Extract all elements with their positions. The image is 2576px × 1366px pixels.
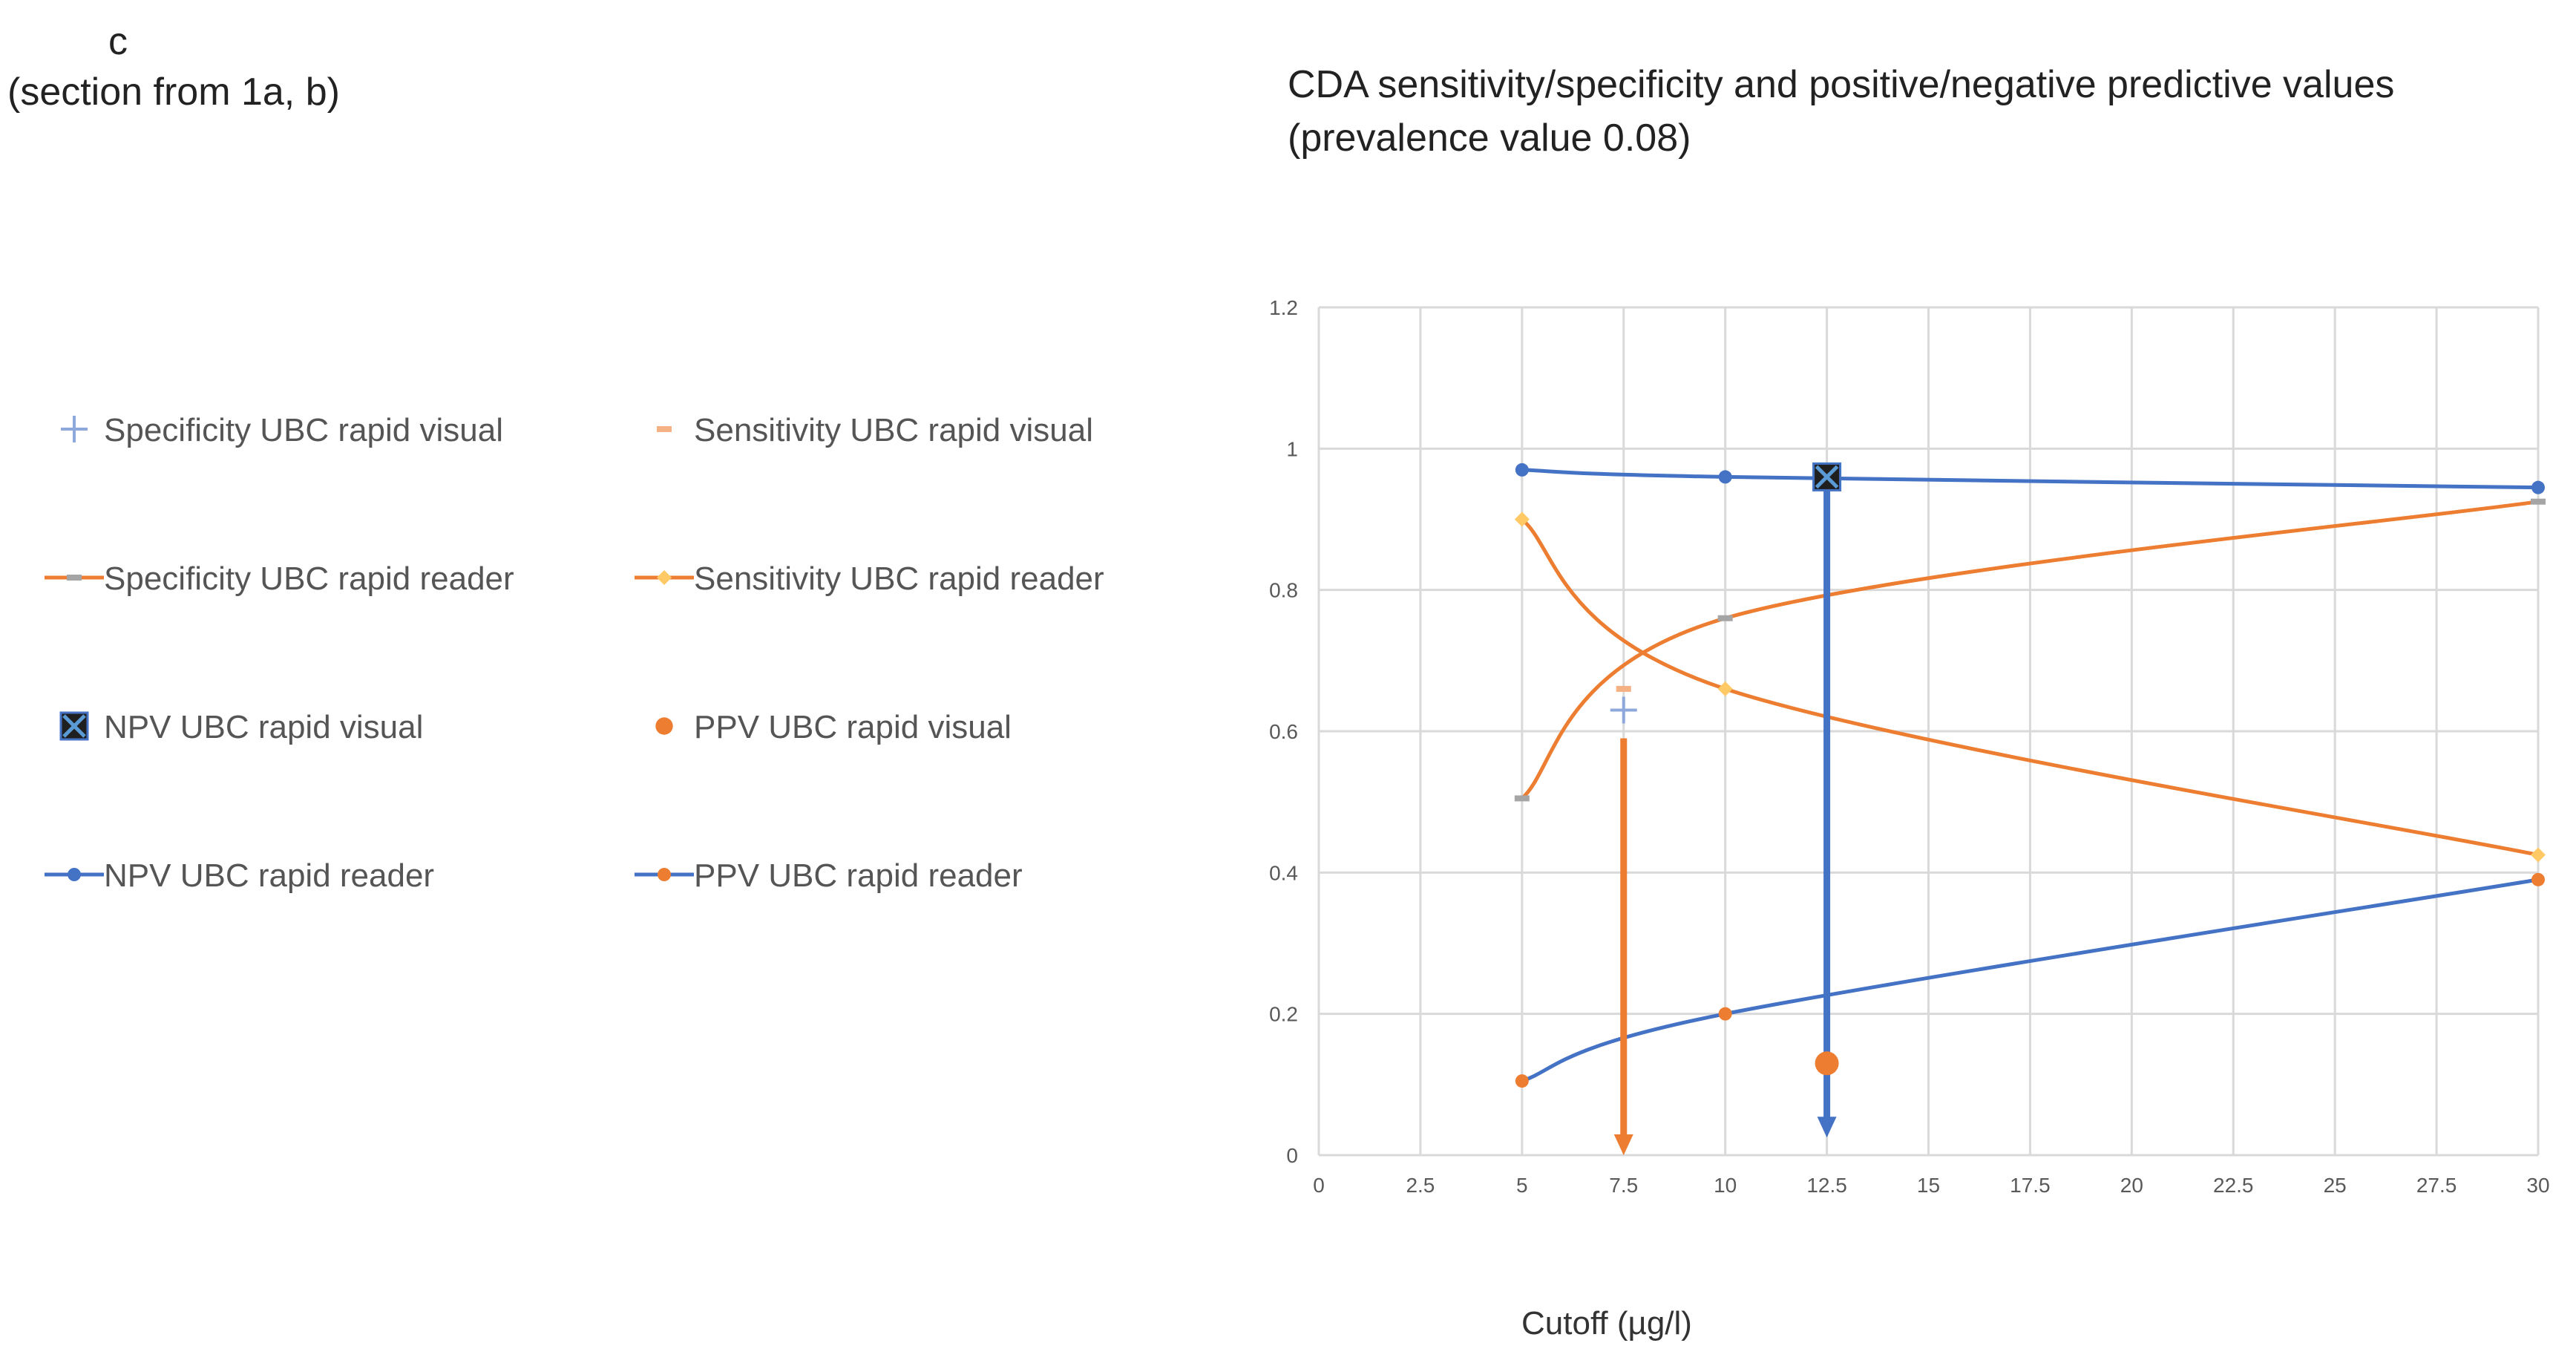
x-tick-label: 10: [1714, 1174, 1737, 1197]
panel-caption: (section from 1a, b): [7, 71, 340, 114]
data-point: [1718, 1007, 1732, 1021]
series-line-7: [1521, 878, 2539, 1083]
legend-marker: [657, 426, 672, 432]
y-axis-ticks: 0 0.2 0.4 0.6 0.8 1 1.2: [1269, 296, 1298, 1167]
data-point: [1717, 615, 1733, 621]
data-point: [1812, 462, 1842, 491]
x-axis-label: Cutoff (µg/l): [1521, 1305, 1692, 1342]
legend-label: Sensitivity UBC rapid reader: [694, 561, 1104, 597]
chart-title-line1: CDA sensitivity/specificity and positive…: [1288, 63, 2395, 106]
x-tick-label: 25: [2324, 1174, 2347, 1197]
chart-title-line2: (prevalence value 0.08): [1288, 117, 1691, 160]
series-line-2: [1521, 500, 2539, 800]
x-tick-label: 15: [1917, 1174, 1940, 1197]
y-tick-label: 0.2: [1269, 1003, 1298, 1026]
legend-entry: PPV UBC rapid visual: [655, 709, 1012, 745]
legend-entry: Sensitivity UBC rapid reader: [635, 561, 1104, 597]
data-point: [1514, 795, 1530, 802]
x-tick-label: 27.5: [2416, 1174, 2457, 1197]
panel-label: c (section from 1a, b): [7, 16, 340, 117]
data-point: [1515, 1074, 1529, 1088]
legend-marker: [655, 717, 673, 735]
series-line-6: [1521, 468, 2539, 490]
y-tick-label: 0.8: [1269, 579, 1298, 602]
data-point: [1815, 1051, 1839, 1076]
chart-title: CDA sensitivity/specificity and positive…: [1288, 58, 2394, 165]
x-tick-label: 17.5: [2010, 1174, 2051, 1197]
x-tick-label: 20: [2120, 1174, 2143, 1197]
x-tick-label: 22.5: [2213, 1174, 2254, 1197]
legend-marker: [658, 868, 671, 881]
legend-label: Sensitivity UBC rapid visual: [694, 412, 1093, 448]
data-point: [2531, 872, 2545, 886]
y-tick-label: 0.6: [1269, 720, 1298, 743]
legend-entry: Sensitivity UBC rapid visual: [657, 412, 1093, 448]
x-tick-label: 12.5: [1806, 1174, 1847, 1197]
data-point: [1515, 463, 1529, 477]
legend-entry: NPV UBC rapid visual: [59, 709, 423, 745]
series-line-3: [1521, 517, 2539, 857]
legend-marker: [657, 570, 672, 585]
legend-label: PPV UBC rapid visual: [694, 709, 1012, 745]
arrow-head-1: [1817, 1117, 1837, 1138]
legend-entry: Specificity UBC rapid visual: [61, 412, 503, 448]
arrow-annotations: [1613, 477, 1837, 1155]
grid-lines: [1317, 306, 2540, 1157]
legend-label: NPV UBC rapid reader: [104, 857, 434, 894]
x-tick-label: 5: [1516, 1174, 1528, 1197]
data-point: [1514, 512, 1530, 527]
x-tick-label: 30: [2526, 1174, 2549, 1197]
legend-entry: NPV UBC rapid reader: [45, 857, 434, 894]
series-markers: [1514, 462, 2546, 1088]
panel-letter: c: [108, 20, 128, 63]
data-point: [2531, 480, 2545, 494]
legend-marker: [68, 868, 81, 881]
y-tick-label: 0: [1286, 1144, 1298, 1167]
plot-area: 0 2.5 5 7.5 10 12.5 15 17.5 20 22.5 25 27.5 30 00.20…: [1269, 296, 2550, 1197]
legend-marker: [59, 711, 89, 741]
data-point: [1718, 470, 1732, 484]
x-tick-label: 2.5: [1406, 1174, 1435, 1197]
legend-label: Specificity UBC rapid reader: [104, 561, 514, 597]
x-axis-ticks: 0 2.5 5 7.5 10 12.5 15 17.5 20 22.5 25 27.5 30: [1313, 1174, 2549, 1197]
legend-label: Specificity UBC rapid visual: [104, 412, 503, 448]
legend-entry: Specificity UBC rapid reader: [45, 561, 514, 597]
legend-marker: [61, 416, 88, 442]
data-point: [1717, 681, 1733, 696]
data-point: [2531, 847, 2546, 863]
y-tick-label: 1.2: [1269, 296, 1298, 319]
series-lines: [1521, 468, 2539, 1083]
x-tick-label: 7.5: [1609, 1174, 1638, 1197]
legend-entry: PPV UBC rapid reader: [635, 857, 1023, 894]
chart-legend: Specificity UBC rapid visual Sensitivity …: [45, 412, 1104, 894]
legend-label: NPV UBC rapid visual: [104, 709, 423, 745]
data-point: [1610, 696, 1637, 724]
data-point: [2531, 498, 2546, 505]
y-tick-label: 0.4: [1269, 861, 1298, 884]
x-tick-label: 0: [1313, 1174, 1325, 1197]
legend-label: PPV UBC rapid reader: [694, 857, 1023, 894]
legend-marker: [67, 575, 82, 581]
arrow-head-0: [1613, 1134, 1633, 1155]
data-point: [1616, 685, 1631, 692]
y-tick-label: 1: [1286, 437, 1298, 460]
